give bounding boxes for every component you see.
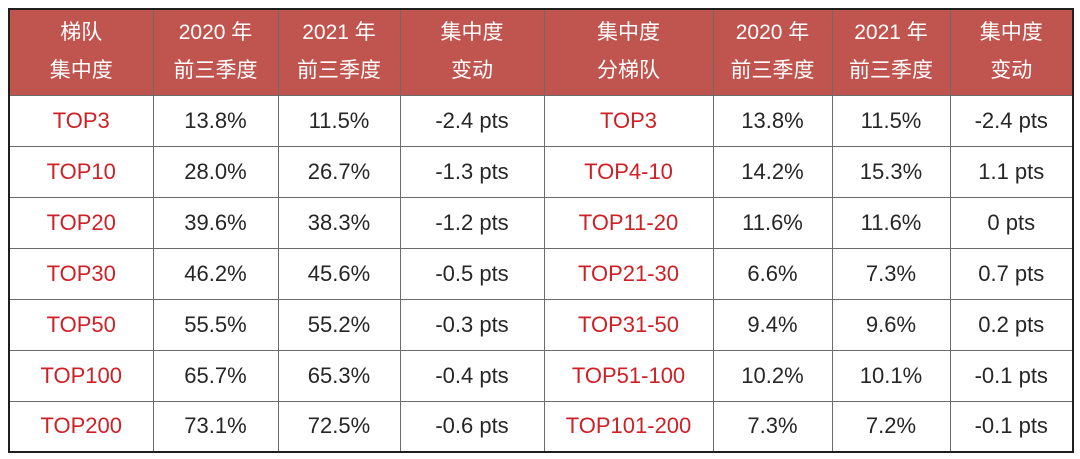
table-row: TOP50 55.5% 55.2% -0.3 pts TOP31-50 9.4% 9.6% 0… <box>8 298 1074 351</box>
value-cell: 55.5% <box>152 298 279 351</box>
value-cell: 11.5% <box>277 94 401 147</box>
value-cell: 13.8% <box>712 94 833 147</box>
header-concentration-by-tier: 集中度 分梯队 <box>543 8 714 96</box>
value-cell: 73.1% <box>152 400 279 453</box>
header-2021-q1-3-right: 2021 年 前三季度 <box>831 8 951 96</box>
value-cell: -0.1 pts <box>949 400 1074 453</box>
value-cell: 39.6% <box>152 196 279 249</box>
value-cell: 0.7 pts <box>949 247 1074 300</box>
value-cell: -0.1 pts <box>949 349 1074 402</box>
header-line: 集中度 <box>597 21 660 45</box>
header-line: 分梯队 <box>597 59 660 83</box>
header-concentration-change-left: 集中度 变动 <box>399 8 545 96</box>
header-line: 变动 <box>451 59 493 83</box>
table-row: TOP200 73.1% 72.5% -0.6 pts TOP101-200 7.3% 7.… <box>8 400 1074 453</box>
table-row: TOP100 65.7% 65.3% -0.4 pts TOP51-100 10.2% 10… <box>8 349 1074 402</box>
value-cell: 0 pts <box>949 196 1074 249</box>
table-row: TOP30 46.2% 45.6% -0.5 pts TOP21-30 6.6% 7.3% 0… <box>8 247 1074 300</box>
header-line: 前三季度 <box>297 59 381 83</box>
value-cell: 65.3% <box>277 349 401 402</box>
header-line: 前三季度 <box>849 59 933 83</box>
header-line: 2021 年 <box>854 21 928 45</box>
value-cell: -1.3 pts <box>399 145 545 198</box>
value-cell: 46.2% <box>152 247 279 300</box>
header-row: 梯队 集中度 2020 年 前三季度 2021 年 前三季度 集中度 变动 集中… <box>8 8 1074 96</box>
tier-label: TOP3 <box>8 94 154 147</box>
header-2021-q1-3-left: 2021 年 前三季度 <box>277 8 401 96</box>
tier-label: TOP100 <box>8 349 154 402</box>
header-line: 集中度 <box>440 21 504 45</box>
value-cell: 38.3% <box>277 196 401 249</box>
header-line: 变动 <box>990 59 1033 83</box>
value-cell: 7.2% <box>831 400 951 453</box>
value-cell: 11.6% <box>831 196 951 249</box>
value-cell: 15.3% <box>831 145 951 198</box>
header-tier-concentration: 梯队 集中度 <box>8 8 154 96</box>
tier-label: TOP200 <box>8 400 154 453</box>
value-cell: 45.6% <box>277 247 401 300</box>
concentration-table: 梯队 集中度 2020 年 前三季度 2021 年 前三季度 集中度 变动 集中… <box>8 8 1074 453</box>
value-cell: 7.3% <box>831 247 951 300</box>
value-cell: 72.5% <box>277 400 401 453</box>
table-row: TOP10 28.0% 26.7% -1.3 pts TOP4-10 14.2% 15.3%… <box>8 145 1074 198</box>
header-line: 前三季度 <box>730 59 815 83</box>
value-cell: -1.2 pts <box>399 196 545 249</box>
value-cell: -0.5 pts <box>399 247 545 300</box>
value-cell: -2.4 pts <box>949 94 1074 147</box>
table-row: TOP20 39.6% 38.3% -1.2 pts TOP11-20 11.6% 11.6… <box>8 196 1074 249</box>
table-row: TOP3 13.8% 11.5% -2.4 pts TOP3 13.8% 11.5% -2.4… <box>8 94 1074 147</box>
value-cell: 13.8% <box>152 94 279 147</box>
tier-label: TOP4-10 <box>543 145 714 198</box>
value-cell: 11.6% <box>712 196 833 249</box>
header-concentration-change-right: 集中度 变动 <box>949 8 1074 96</box>
tier-label: TOP3 <box>543 94 714 147</box>
header-line: 2021 年 <box>302 21 376 45</box>
header-line: 梯队 <box>60 21 103 45</box>
value-cell: 0.2 pts <box>949 298 1074 351</box>
value-cell: -0.6 pts <box>399 400 545 453</box>
header-line: 集中度 <box>49 59 113 83</box>
header-line: 2020 年 <box>178 21 253 45</box>
tier-label: TOP20 <box>8 196 154 249</box>
header-line: 集中度 <box>979 21 1043 45</box>
value-cell: 28.0% <box>152 145 279 198</box>
value-cell: 10.1% <box>831 349 951 402</box>
value-cell: 9.4% <box>712 298 833 351</box>
tier-label: TOP21-30 <box>543 247 714 300</box>
value-cell: 6.6% <box>712 247 833 300</box>
value-cell: 14.2% <box>712 145 833 198</box>
value-cell: 11.5% <box>831 94 951 147</box>
value-cell: 10.2% <box>712 349 833 402</box>
tier-label: TOP51-100 <box>543 349 714 402</box>
header-line: 2020 年 <box>735 21 810 45</box>
value-cell: 55.2% <box>277 298 401 351</box>
tier-label: TOP31-50 <box>543 298 714 351</box>
value-cell: 1.1 pts <box>949 145 1074 198</box>
table-body: TOP3 13.8% 11.5% -2.4 pts TOP3 13.8% 11.5% -2.4… <box>8 94 1074 453</box>
value-cell: -0.4 pts <box>399 349 545 402</box>
value-cell: -0.3 pts <box>399 298 545 351</box>
value-cell: 26.7% <box>277 145 401 198</box>
tier-label: TOP11-20 <box>543 196 714 249</box>
value-cell: 7.3% <box>712 400 833 453</box>
header-2020-q1-3-left: 2020 年 前三季度 <box>152 8 279 96</box>
tier-label: TOP50 <box>8 298 154 351</box>
tier-label: TOP10 <box>8 145 154 198</box>
header-2020-q1-3-right: 2020 年 前三季度 <box>712 8 833 96</box>
value-cell: -2.4 pts <box>399 94 545 147</box>
value-cell: 9.6% <box>831 298 951 351</box>
value-cell: 65.7% <box>152 349 279 402</box>
tier-label: TOP30 <box>8 247 154 300</box>
header-line: 前三季度 <box>173 59 258 83</box>
tier-label: TOP101-200 <box>543 400 714 453</box>
